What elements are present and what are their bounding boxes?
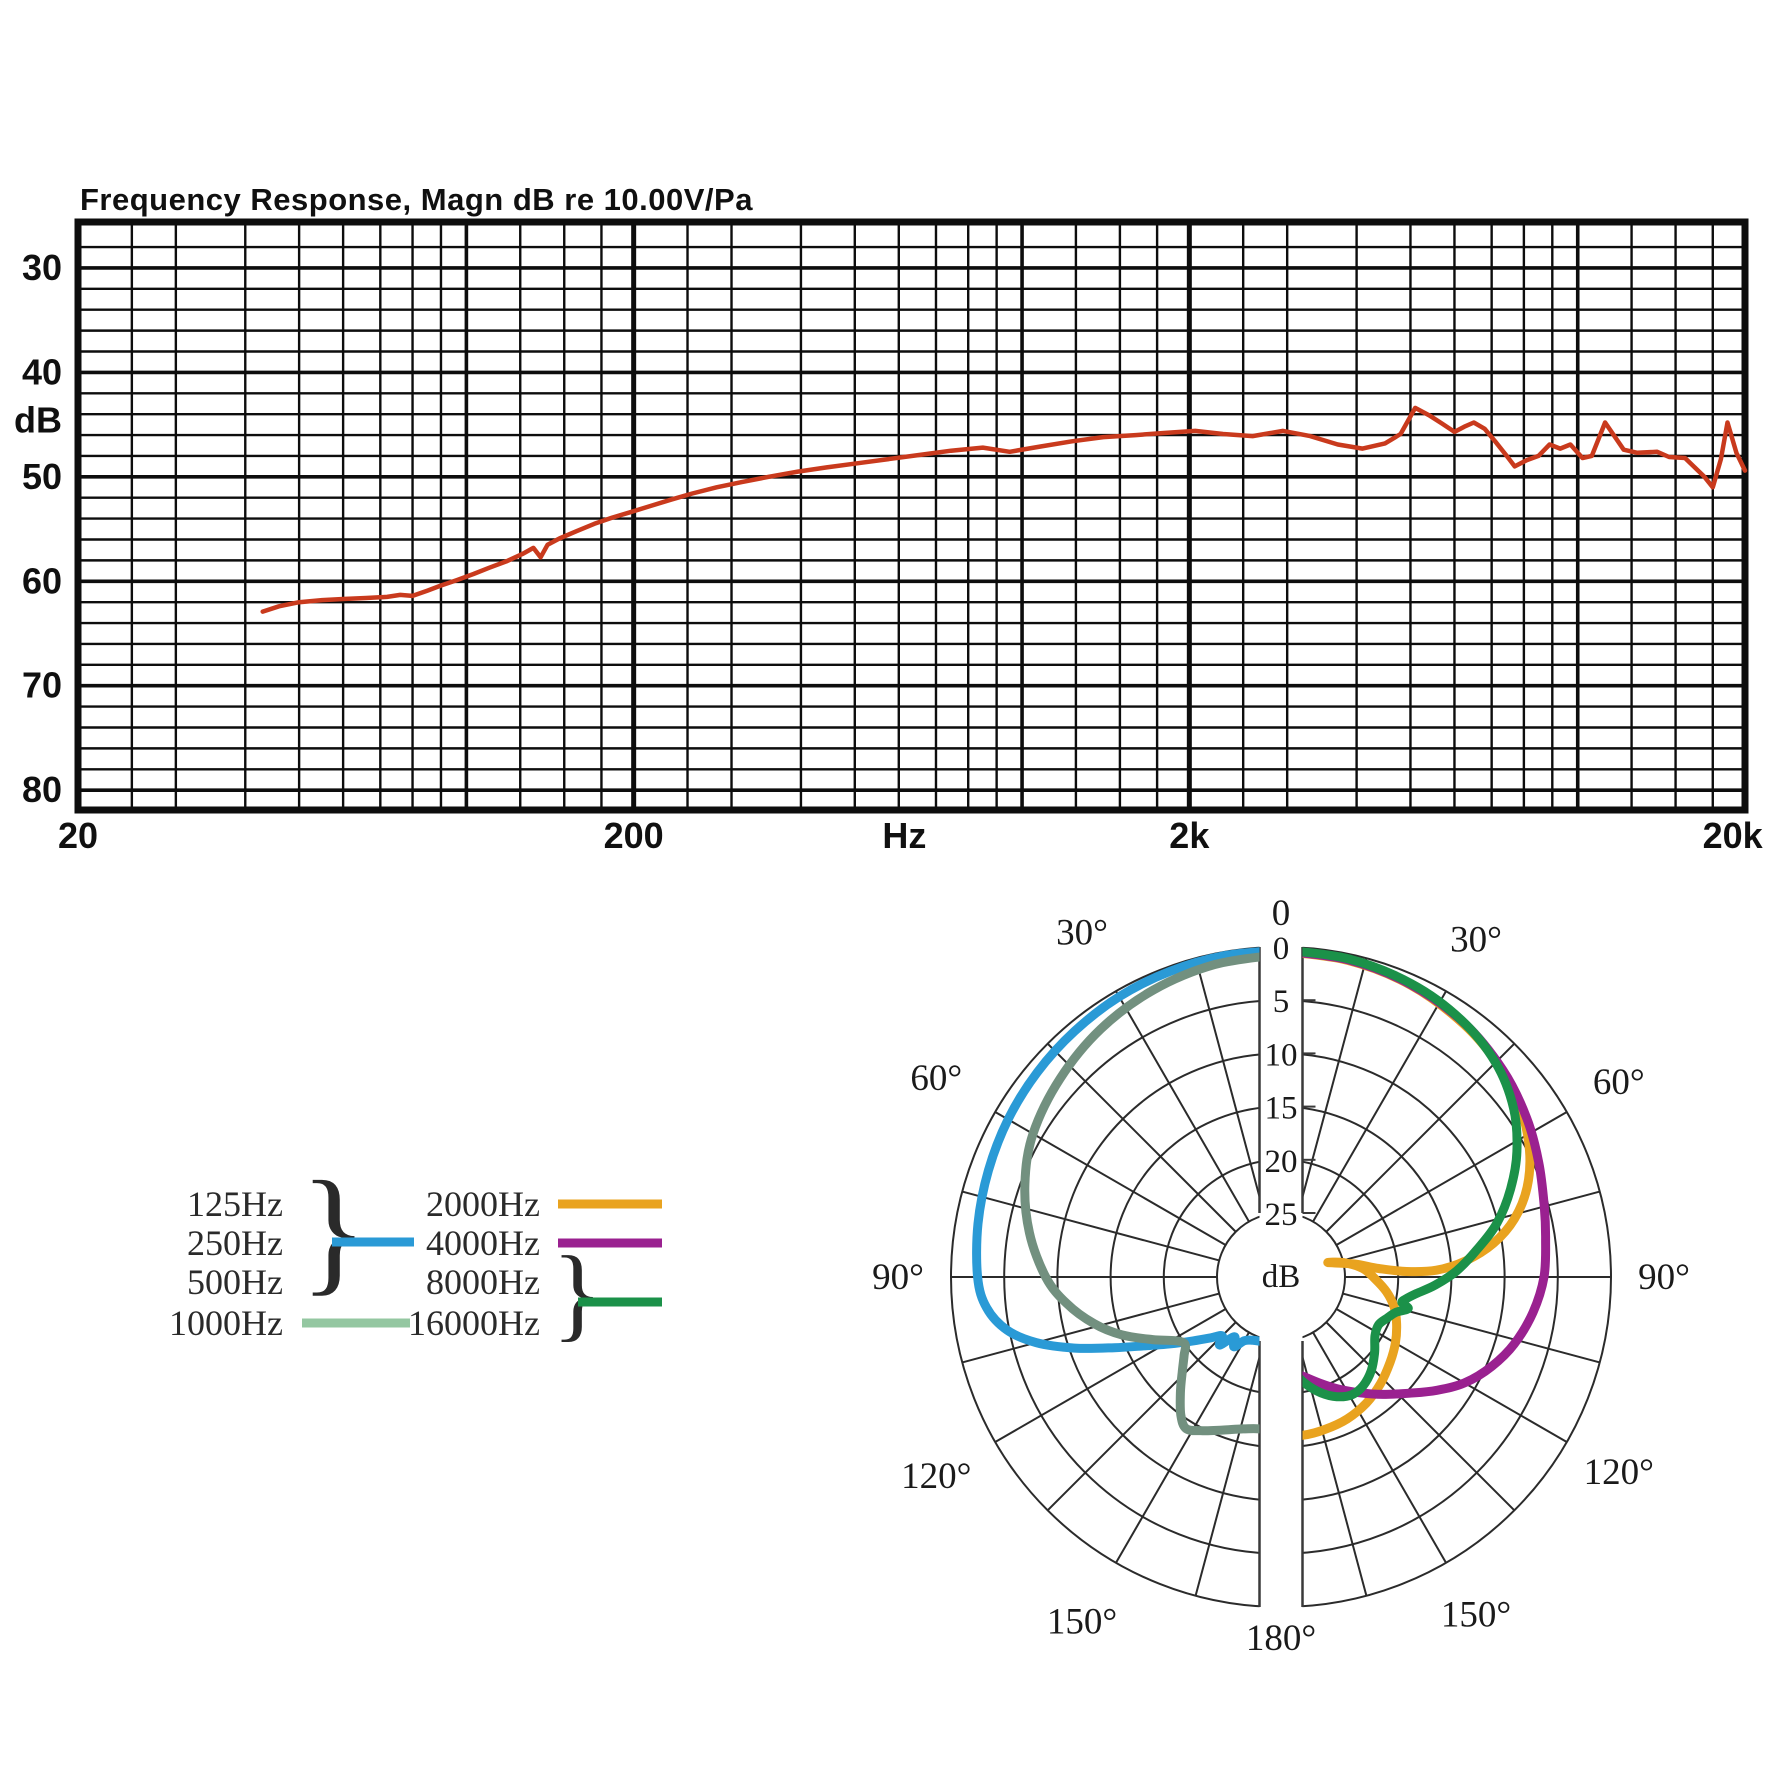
angle-label: 90° [1638, 1257, 1690, 1298]
polar-curves [972, 947, 1551, 1440]
chart-title: Frequency Response, Magn dB re 10.00V/Pa [80, 182, 753, 217]
frequency-grid [75, 222, 1748, 810]
polar-spoke [961, 1190, 1220, 1262]
radial-tick-label: 25 [1265, 1197, 1298, 1233]
radial-tick-label: 0 [1273, 931, 1290, 967]
angle-label: 120° [1584, 1452, 1654, 1493]
radial-scale: 0 5 10 15 20 25 dB [1258, 931, 1316, 1610]
legend-label: 16000Hz [408, 1303, 540, 1343]
radial-scale-gap [1259, 944, 1303, 1610]
polar-spoke [961, 1292, 1220, 1364]
radial-tick-label: 20 [1265, 1144, 1298, 1180]
angle-label: 150° [1047, 1602, 1117, 1643]
polar-spoke [1194, 957, 1266, 1216]
angle-label: 150° [1441, 1595, 1511, 1636]
polar-spoke [1312, 1331, 1447, 1564]
polar-spoke [1325, 1042, 1516, 1233]
y-axis-label: 80 [22, 769, 62, 810]
legend-group-brace: } [552, 1234, 602, 1351]
y-axis-label: 50 [22, 456, 62, 497]
legend-label: 250Hz [187, 1223, 283, 1263]
angle-label: 30° [1056, 912, 1108, 953]
polar-spoke [1342, 1292, 1601, 1364]
chart-frame [74, 218, 1749, 814]
angle-label: 120° [901, 1456, 971, 1497]
y-axis-label: 40 [22, 351, 62, 392]
angle-label: 180° [1246, 1618, 1316, 1659]
polar-curve-8000-16000Hz [1302, 947, 1522, 1402]
radial-unit-label: dB [1262, 1259, 1301, 1295]
polar-spoke [1115, 1331, 1250, 1564]
polar-spoke [1046, 1042, 1237, 1233]
polar-spoke [1296, 957, 1368, 1216]
angle-label: 30° [1450, 919, 1502, 960]
radial-tick-label: 10 [1265, 1037, 1298, 1073]
angle-label: 90° [872, 1257, 924, 1298]
response-curve [260, 405, 1748, 614]
x-axis-labels: 20 200 Hz 2k 20k [58, 815, 1764, 856]
polar-curve-125-500Hz [972, 947, 1260, 1353]
y-axis-labels: 30 40 dB 50 60 70 80 [14, 247, 62, 810]
angle-label: 0 [1272, 893, 1291, 934]
angle-labels: 0 30° 30° 60° 60° 90° 90° 120° 120° 150° 150° 180° [872, 893, 1690, 1659]
legend-label: 4000Hz [426, 1223, 540, 1263]
x-axis-label: 20k [1703, 815, 1764, 856]
polar-spoke [1046, 1321, 1237, 1512]
polar-spoke [1325, 1321, 1516, 1512]
polar-spoke [994, 1308, 1227, 1443]
polar-spoke [1115, 990, 1250, 1223]
y-axis-label: dB [14, 399, 62, 440]
polar-spoke [1312, 990, 1447, 1223]
x-axis-label: 200 [604, 815, 664, 856]
frequency-response-chart: Frequency Response, Magn dB re 10.00V/Pa… [14, 182, 1764, 856]
polar-curve-1000Hz [1020, 952, 1260, 1436]
legend-label: 125Hz [187, 1184, 283, 1224]
x-axis-label: Hz [882, 815, 926, 856]
angle-label: 60° [910, 1058, 962, 1099]
x-axis-label: 20 [58, 815, 98, 856]
legend-label: 1000Hz [169, 1303, 283, 1343]
radial-tick-label: 5 [1273, 984, 1290, 1020]
radial-tick-label: 15 [1265, 1091, 1298, 1127]
legend-label: 500Hz [187, 1262, 283, 1302]
legend-label: 8000Hz [426, 1262, 540, 1302]
polar-spoke [1194, 1338, 1266, 1597]
y-axis-label: 70 [22, 665, 62, 706]
legend-label: 2000Hz [426, 1184, 540, 1224]
angle-label: 60° [1593, 1062, 1645, 1103]
y-axis-label: 30 [22, 247, 62, 288]
y-axis-label: 60 [22, 560, 62, 601]
polar-pattern-chart: 0 5 10 15 20 25 dB 0 30° 30° 60° 60° 90° 90° 120° 120°… [872, 893, 1690, 1659]
x-axis-label: 2k [1169, 815, 1210, 856]
legend-group-brace: } [300, 1153, 367, 1308]
polar-spoke [1342, 1190, 1601, 1262]
